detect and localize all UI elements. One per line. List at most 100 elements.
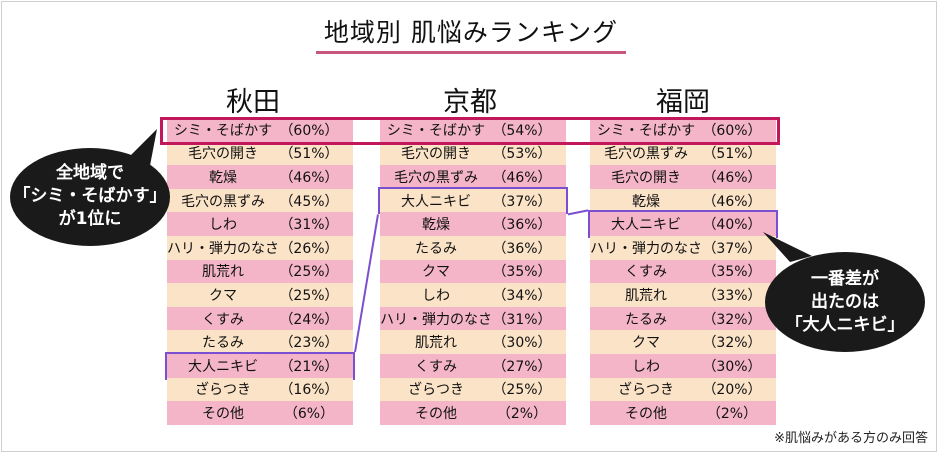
ranking-row: くすみ （27%） — [380, 353, 566, 378]
ranking-item-value: （31%） — [492, 311, 552, 328]
ranking-row: その他 （2%） — [590, 401, 776, 425]
ranking-item-label: クマ — [422, 264, 450, 281]
ranking-item-label: シミ・そばかす — [173, 122, 273, 139]
ranking-row: 大人ニキビ （40%） — [590, 212, 776, 236]
ranking-item-value: （51%） — [279, 146, 339, 163]
ranking-item-label: ハリ・弾力のなさ — [380, 311, 492, 328]
ranking-item-value: （46%） — [492, 169, 552, 186]
ranking-item-value: （46%） — [702, 169, 762, 186]
callout-left: 全地域で 「シミ・そばかす」 が1位に — [10, 148, 170, 246]
ranking-item-value: （16%） — [279, 382, 339, 399]
ranking-item-value: （31%） — [279, 217, 339, 234]
ranking-row: しわ （34%） — [380, 283, 566, 307]
ranking-row: ハリ・弾力のなさ （26%） — [167, 235, 353, 260]
ranking-item-label: クマ — [632, 335, 660, 352]
ranking-item-label: くすみ — [625, 264, 667, 281]
ranking-item-label: ざらつき — [195, 382, 251, 399]
ranking-column-kyoto: シミ・そばかす （54%） 毛穴の開き （53%） 毛穴の黒ずみ （46%） 大人ニキビ （3… — [378, 118, 568, 425]
ranking-item-value: （35%） — [702, 264, 762, 281]
connector-line — [567, 209, 589, 216]
ranking-row: しわ （31%） — [167, 212, 353, 236]
ranking-item-label: クマ — [209, 287, 237, 304]
right-callout-tail — [763, 232, 812, 262]
ranking-row: 毛穴の開き （46%） — [590, 165, 776, 189]
ranking-item-value: （34%） — [492, 287, 552, 304]
ranking-row: ざらつき （20%） — [590, 377, 776, 402]
ranking-item-value: （37%） — [702, 240, 762, 257]
ranking-row: シミ・そばかす （54%） — [380, 118, 566, 142]
ranking-item-value: （33%） — [702, 287, 762, 304]
ranking-row: ざらつき （16%） — [167, 377, 353, 402]
ranking-item-label: たるみ — [415, 240, 457, 257]
ranking-item-value: （25%） — [492, 382, 552, 399]
ranking-row: 毛穴の黒ずみ （51%） — [590, 141, 776, 166]
ranking-item-value: （27%） — [492, 358, 552, 375]
ranking-item-label: 乾燥 — [422, 217, 450, 234]
ranking-item-label: 肌荒れ — [625, 287, 667, 304]
ranking-item-value: （30%） — [492, 335, 552, 352]
connector-line — [354, 214, 379, 353]
ranking-item-value: （40%） — [702, 217, 762, 234]
ranking-row: たるみ （32%） — [590, 306, 776, 331]
ranking-item-label: 毛穴の開き — [401, 146, 471, 163]
ranking-item-value: （36%） — [492, 217, 552, 234]
ranking-item-label: ハリ・弾力のなさ — [590, 240, 702, 257]
ranking-row: 大人ニキビ （21%） — [167, 353, 353, 378]
callout-left-line-2: 「シミ・そばかす」 — [13, 186, 167, 206]
region-heading-kyoto: 京都 — [443, 87, 497, 118]
ranking-item-value: （54%） — [492, 122, 552, 139]
ranking-item-value: （21%） — [279, 358, 339, 375]
ranking-item-value: （6%） — [283, 405, 335, 422]
ranking-item-label: 毛穴の黒ずみ — [604, 146, 688, 163]
ranking-row: クマ （25%） — [167, 283, 353, 307]
ranking-item-value: （2%） — [706, 405, 758, 422]
ranking-item-value: （60%） — [279, 122, 339, 139]
ranking-row: 乾燥 （46%） — [590, 188, 776, 213]
ranking-row: 肌荒れ （33%） — [590, 283, 776, 307]
ranking-row: その他 （6%） — [167, 401, 353, 425]
ranking-item-value: （24%） — [279, 311, 339, 328]
ranking-item-value: （32%） — [702, 335, 762, 352]
ranking-item-label: ざらつき — [618, 382, 674, 399]
ranking-item-label: 肌荒れ — [202, 264, 244, 281]
callout-left-line-3: が1位に — [58, 209, 122, 229]
ranking-row: 乾燥 （36%） — [380, 212, 566, 236]
ranking-item-value: （20%） — [702, 382, 762, 399]
ranking-row: クマ （35%） — [380, 259, 566, 284]
ranking-item-value: （36%） — [492, 240, 552, 257]
ranking-row: 大人ニキビ （37%） — [380, 188, 566, 213]
ranking-row: たるみ （36%） — [380, 235, 566, 260]
ranking-column-akita: シミ・そばかす （60%） 毛穴の開き （51%） 乾燥 （46%） 毛穴の黒ずみ （45%）… — [165, 118, 355, 425]
top-rank-highlight-box — [160, 117, 780, 145]
ranking-row: たるみ （23%） — [167, 330, 353, 354]
region-heading-fukuoka: 福岡 — [656, 87, 710, 118]
ranking-item-label: しわ — [209, 217, 237, 234]
ranking-item-label: 乾燥 — [209, 169, 237, 186]
ranking-item-value: （37%） — [492, 193, 552, 210]
ranking-item-label: 大人ニキビ — [611, 217, 681, 234]
ranking-row: 毛穴の黒ずみ （46%） — [380, 165, 566, 189]
ranking-row: ざらつき （25%） — [380, 377, 566, 402]
ranking-row: しわ （30%） — [590, 353, 776, 378]
ranking-item-value: （45%） — [279, 193, 339, 210]
ranking-item-label: 大人ニキビ — [401, 193, 471, 210]
callout-right-line-2: 出たのは — [811, 292, 879, 312]
ranking-item-value: （30%） — [702, 358, 762, 375]
ranking-item-label: 毛穴の黒ずみ — [181, 193, 265, 210]
ranking-item-value: （32%） — [702, 311, 762, 328]
ranking-item-label: くすみ — [415, 358, 457, 375]
ranking-row: 毛穴の開き （51%） — [167, 141, 353, 166]
ranking-row: 毛穴の黒ずみ （45%） — [167, 188, 353, 213]
ranking-item-label: その他 — [415, 405, 457, 422]
ranking-item-label: 大人ニキビ — [188, 358, 258, 375]
ranking-row: くすみ （24%） — [167, 306, 353, 331]
ranking-row: 肌荒れ （25%） — [167, 259, 353, 284]
ranking-item-value: （25%） — [279, 264, 339, 281]
ranking-item-value: （51%） — [702, 146, 762, 163]
title-underline — [316, 51, 626, 54]
ranking-item-label: たるみ — [625, 311, 667, 328]
ranking-item-value: （60%） — [702, 122, 762, 139]
